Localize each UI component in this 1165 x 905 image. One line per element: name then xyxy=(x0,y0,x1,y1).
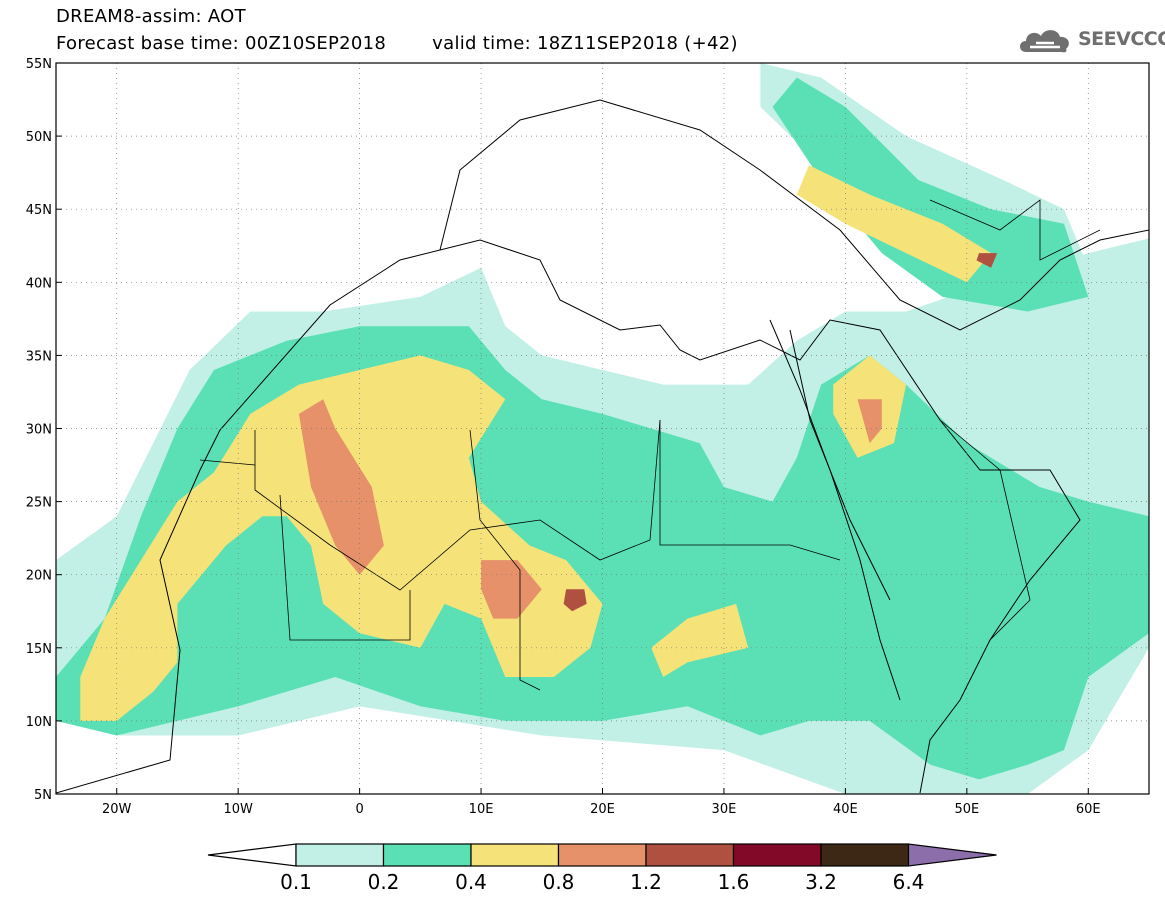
lat-tick-label: 45N xyxy=(26,203,52,218)
colorbar-swatch xyxy=(557,843,647,867)
lat-tick-label: 5N xyxy=(34,788,52,803)
aot-region-8 xyxy=(298,399,384,575)
logo-text: SEEVCCC xyxy=(1078,28,1165,50)
country-borders xyxy=(199,199,1101,691)
gridlines xyxy=(56,63,1149,794)
colorbar-swatch xyxy=(645,843,735,867)
colorbar-label: 3.2 xyxy=(805,870,837,894)
forecast-times: Forecast base time: 00Z10SEP2018 valid ti… xyxy=(56,33,738,54)
lon-tick-label: 20E xyxy=(590,802,615,817)
lon-tick-label: 50E xyxy=(954,802,979,817)
coastlines xyxy=(56,99,1149,794)
lon-axis: 20W 10W 0 10E 20E 30E 40E 50E 60E xyxy=(102,788,1101,817)
base-time-label: Forecast base time: 00Z10SEP2018 xyxy=(56,33,387,54)
lat-tick-label: 40N xyxy=(26,276,52,291)
lon-tick-label: 0 xyxy=(355,802,363,817)
lon-tick-label: 20W xyxy=(102,802,132,817)
colorbar-high-arrow xyxy=(907,843,997,867)
lat-tick-label: 20N xyxy=(26,569,52,584)
lat-axis: 55N 50N 45N 40N 35N 30N 25N 20N 15N 10N 5N xyxy=(26,57,62,803)
colorbar-swatch xyxy=(382,843,472,867)
lat-tick-label: 25N xyxy=(26,496,52,511)
lat-tick-label: 15N xyxy=(26,642,52,657)
colorbar-swatch xyxy=(295,843,385,867)
aot-region-10 xyxy=(857,399,882,444)
lat-tick-label: 50N xyxy=(26,130,52,145)
colorbar-label: 1.6 xyxy=(718,870,750,894)
cloud-icon xyxy=(1020,30,1069,53)
lon-tick-label: 40E xyxy=(833,802,858,817)
lat-tick-label: 55N xyxy=(26,57,52,72)
lat-tick-label: 35N xyxy=(26,349,52,364)
seevccc-logo: SEEVCCC xyxy=(1016,22,1165,56)
colorbar-swatch xyxy=(820,843,910,867)
lat-tick-label: 30N xyxy=(26,423,52,438)
lat-tick-label: 10N xyxy=(26,715,52,730)
lon-tick-label: 10W xyxy=(223,802,253,817)
aot-shading xyxy=(56,63,1149,794)
colorbar-label: 0.2 xyxy=(368,870,400,894)
aot-region-7 xyxy=(651,603,749,677)
colorbar-label: 0.4 xyxy=(455,870,487,894)
aot-region-12 xyxy=(976,253,998,268)
colorbar-label: 1.2 xyxy=(630,870,662,894)
lon-tick-label: 30E xyxy=(712,802,737,817)
map-title: DREAM8-assim: AOT xyxy=(56,6,246,27)
colorbar-swatch xyxy=(470,843,560,867)
aot-region-5 xyxy=(796,165,992,283)
colorbar-label: 0.8 xyxy=(543,870,575,894)
aot-region-11 xyxy=(563,589,587,612)
colorbar-label: 0.1 xyxy=(280,870,312,894)
lon-tick-label: 60E xyxy=(1076,802,1101,817)
colorbar-swatch xyxy=(732,843,822,867)
colorbar-low-arrow xyxy=(207,843,297,867)
colorbar-label: 6.4 xyxy=(893,870,925,894)
lon-tick-label: 10E xyxy=(469,802,494,817)
colorbar: 0.1 0.2 0.4 0.8 1.2 1.6 3.2 6.4 xyxy=(207,843,997,894)
valid-time-label: valid time: 18Z11SEP2018 (+42) xyxy=(432,33,738,54)
